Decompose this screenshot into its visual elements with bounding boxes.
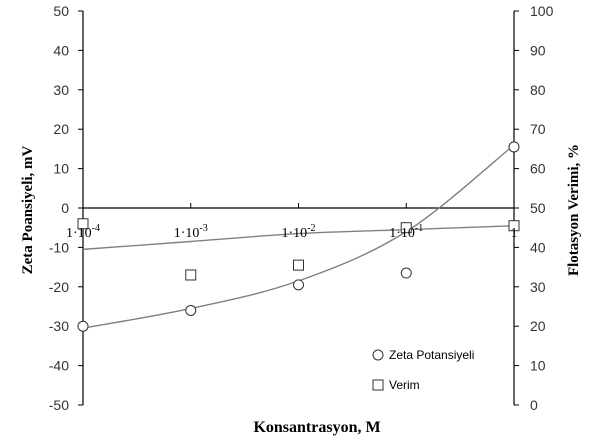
x-tick-label: 1·10-4 <box>66 223 100 241</box>
data-point-zeta <box>185 304 197 316</box>
data-point-verim <box>293 259 304 271</box>
data-point-verim <box>400 222 412 234</box>
legend-label-verim: Verim <box>389 378 420 392</box>
tick-labels: 50403020100-10-20-30-40-5010090807060504… <box>49 3 554 413</box>
y-tick-label-left: -50 <box>49 397 69 413</box>
data-point-verim <box>77 218 89 230</box>
legend-marker-verim <box>372 379 384 391</box>
y-tick-label-left: -40 <box>49 358 69 374</box>
x-axis-title: Konsantrasyon, M <box>253 419 380 436</box>
x-tick-label: 1·10-2 <box>281 223 315 241</box>
y-axis-title-left: Zeta Poansiyeli, mV <box>20 145 36 274</box>
y-tick-label-right: 20 <box>530 318 546 334</box>
y-tick-label-left: -10 <box>49 239 69 255</box>
legend-marker-zeta <box>372 349 384 361</box>
data-point-verim <box>185 269 197 281</box>
data-point-verim <box>508 220 520 232</box>
y-tick-label-right: 90 <box>530 42 546 58</box>
y-tick-label-right: 50 <box>530 200 546 216</box>
y-axis-title-right: Flotasyon Verimi, % <box>566 144 582 276</box>
y-tick-label-right: 80 <box>530 82 546 98</box>
y-tick-label-right: 100 <box>530 3 554 19</box>
trend-line-verim <box>82 225 515 251</box>
y-tick-label-right: 40 <box>530 239 546 255</box>
data-point-zeta <box>508 141 520 153</box>
y-tick-label-left: 50 <box>53 3 69 19</box>
y-tick-label-left: -30 <box>49 318 69 334</box>
axes <box>78 10 519 406</box>
data-point-zeta <box>400 267 412 279</box>
data-point-zeta <box>293 279 304 291</box>
legend-label-zeta: Zeta Potansiyeli <box>389 348 474 362</box>
y-tick-label-right: 30 <box>530 279 546 295</box>
x-tick-label: 1·10-3 <box>174 223 208 241</box>
x-tick-label: 1·10-1 <box>389 223 423 241</box>
y-tick-label-right: 70 <box>530 121 546 137</box>
y-tick-label-right: 10 <box>530 358 546 374</box>
legend: Zeta Potansiyeli Verim <box>372 348 474 392</box>
y-tick-label-left: 0 <box>61 200 69 216</box>
x-tick-label: 1 <box>511 226 518 241</box>
y-tick-label-left: 20 <box>53 121 69 137</box>
y-tick-label-left: -20 <box>49 279 69 295</box>
data-markers <box>77 141 520 332</box>
data-point-zeta <box>77 320 89 332</box>
y-tick-label-left: 30 <box>53 82 69 98</box>
y-tick-label-left: 10 <box>53 161 69 177</box>
y-tick-label-right: 0 <box>530 397 538 413</box>
y-tick-label-right: 60 <box>530 161 546 177</box>
y-tick-label-left: 40 <box>53 42 69 58</box>
